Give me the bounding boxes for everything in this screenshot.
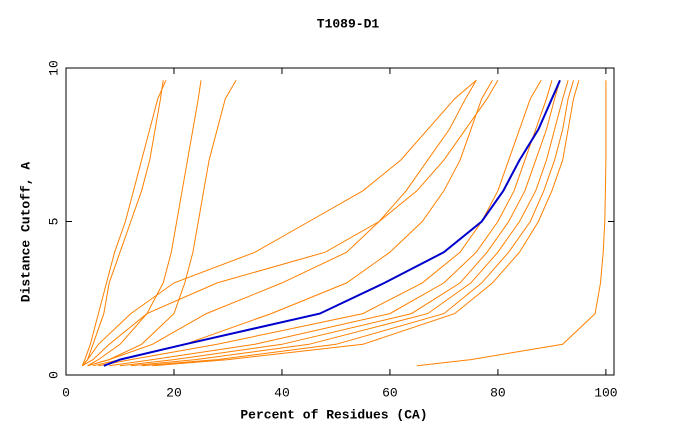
data-line: [81, 80, 499, 367]
data-line: [81, 79, 477, 367]
data-line: [109, 80, 553, 367]
chart-title: T1089-D1: [317, 16, 380, 31]
x-tick-label: 20: [166, 385, 182, 400]
data-line: [87, 80, 202, 367]
data-line: [81, 80, 167, 366]
y-tick-label: 10: [46, 60, 61, 76]
x-tick-label: 60: [382, 385, 398, 400]
data-line: [81, 80, 164, 367]
x-tick-label: 40: [274, 385, 290, 400]
x-tick-label: 0: [62, 385, 70, 400]
y-tick-label: 5: [46, 218, 61, 226]
y-tick-label: 0: [46, 371, 61, 379]
data-line: [103, 79, 561, 367]
data-line: [98, 80, 542, 367]
data-line: [130, 80, 569, 367]
data-line: [87, 80, 477, 367]
x-tick-label: 80: [490, 385, 506, 400]
data-line: [416, 80, 607, 367]
data-line: [87, 80, 237, 367]
data-line: [119, 80, 561, 367]
x-axis-label: Percent of Residues (CA): [240, 407, 427, 422]
x-tick-label: 100: [594, 385, 617, 400]
y-axis-label: Distance Cutoff, A: [18, 162, 33, 303]
data-line: [152, 80, 580, 367]
data-line: [141, 80, 574, 367]
